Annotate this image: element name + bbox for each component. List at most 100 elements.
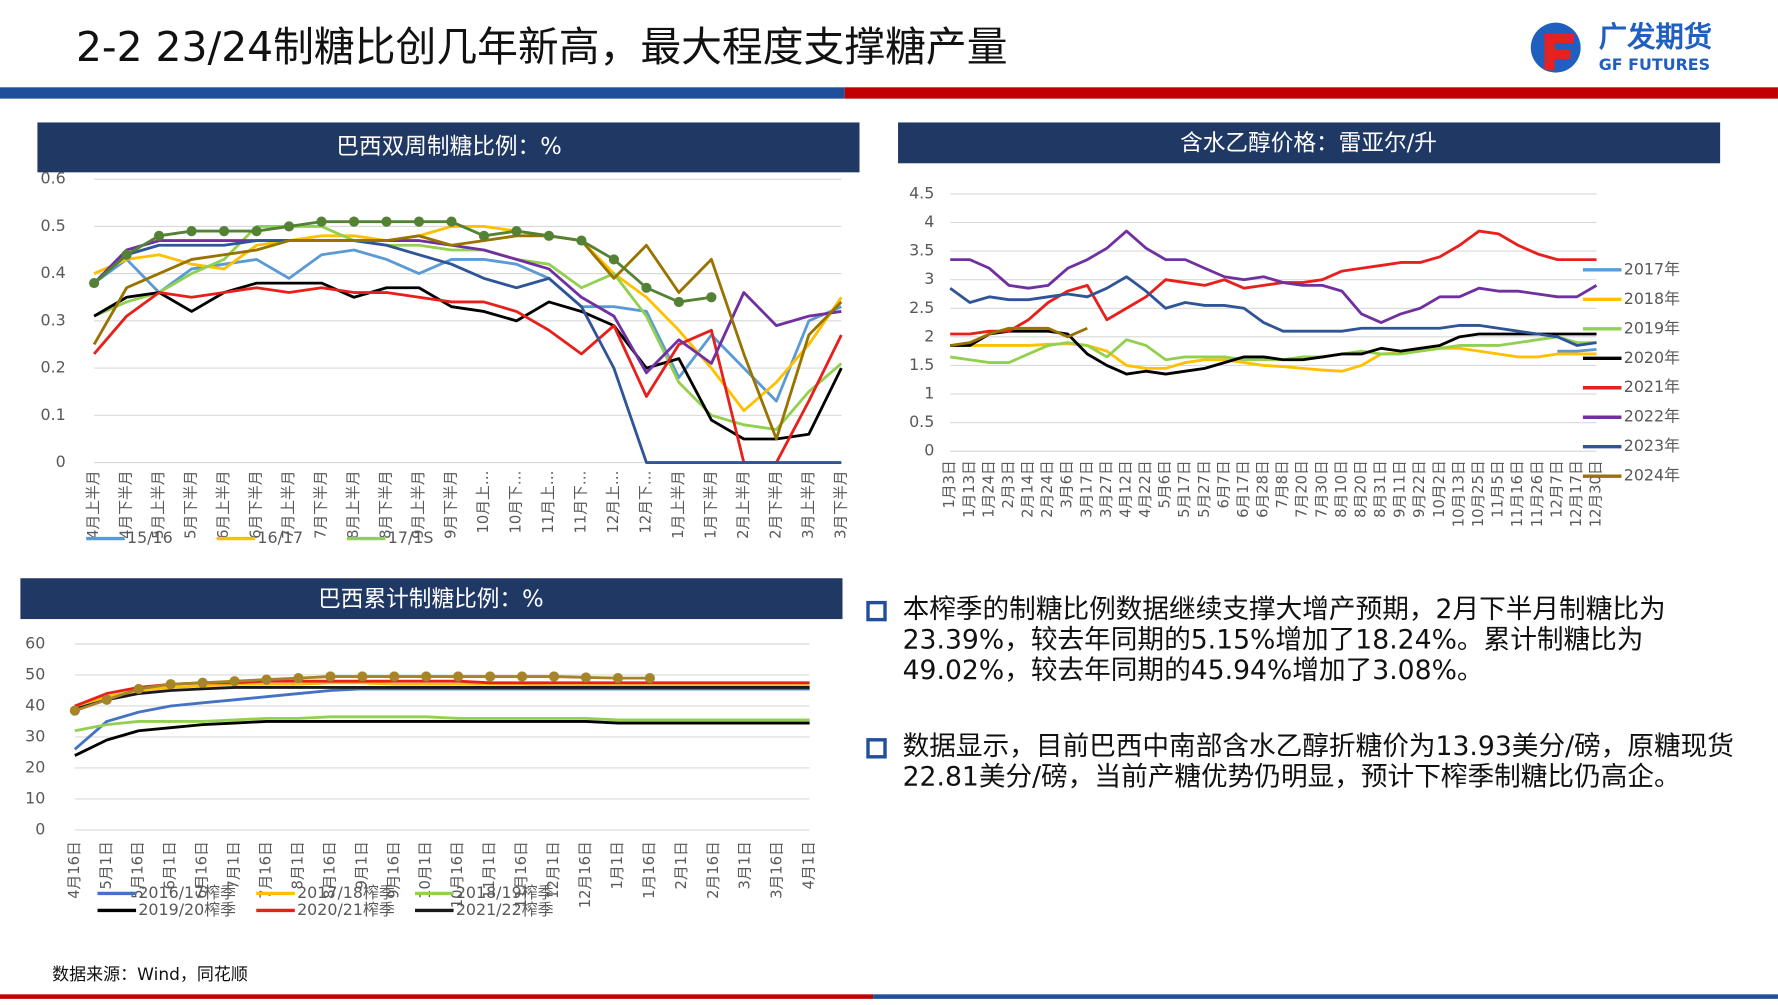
series-marker (197, 677, 208, 688)
series-line (950, 229, 1597, 336)
footer-band-blue (873, 994, 1778, 999)
series-marker (576, 235, 587, 246)
legend-label: 2023年 (1624, 436, 1680, 455)
series-marker (153, 230, 165, 241)
x-tick-label: 6月下半月 (248, 471, 265, 539)
series-marker (251, 226, 262, 237)
x-tick-label: 12月7日 (1548, 460, 1565, 518)
legend-label: 2022年 (1624, 407, 1680, 426)
x-tick-label: 7月20日 (1294, 460, 1311, 518)
x-tick-label: 4月1日 (801, 841, 818, 889)
series-marker (421, 671, 432, 682)
y-tick-label: 1.5 (909, 355, 934, 374)
legend-label: 2021/22榨季 (456, 900, 554, 919)
logo-mark (1544, 34, 1574, 71)
y-tick-label: 50 (25, 664, 45, 683)
x-tick-label: 5月6日 (1157, 460, 1174, 508)
series-marker (644, 672, 655, 684)
series-line (93, 239, 842, 375)
x-tick-label: 10月1日 (417, 841, 434, 899)
series-marker (413, 216, 425, 227)
y-tick-label: 0.3 (41, 310, 66, 329)
legend-label: 2016/17榨季 (138, 883, 236, 902)
x-tick-label: 2月上半月 (735, 471, 752, 539)
x-tick-label: 4月16日 (66, 841, 83, 899)
x-tick-label: 10月13日 (1450, 460, 1467, 527)
legend-label: 2018年 (1624, 289, 1680, 308)
y-tick-label: 4 (924, 212, 934, 231)
series-marker (389, 671, 400, 682)
y-tick-label: 0.5 (41, 216, 66, 235)
x-tick-label: 7月30日 (1313, 460, 1330, 518)
footer-band-red (0, 994, 874, 999)
legend-label: 2017/18榨季 (297, 883, 395, 902)
series-marker (229, 676, 240, 687)
bullet-text: 本榨季的制糖比例数据继续支撑大增产预期，2月下半月制糖比为23.39%，较去年同… (902, 592, 1666, 686)
series-marker (381, 216, 392, 227)
y-tick-label: 0 (924, 441, 934, 460)
series-marker (133, 683, 144, 695)
x-tick-label: 10月16日 (449, 841, 466, 908)
series-marker (608, 254, 620, 265)
x-tick-label: 5月1日 (98, 841, 115, 889)
logo-english: GF FUTURES (1599, 55, 1710, 74)
x-tick-label: 9月1日 (353, 841, 370, 889)
series-line (93, 220, 712, 304)
bullet-icon (866, 600, 887, 622)
y-tick-label: 0 (35, 819, 45, 838)
x-tick-label: 10月25日 (1470, 460, 1487, 527)
x-tick-label: 6月28日 (1255, 460, 1272, 518)
x-tick-label: 3月16日 (769, 841, 786, 899)
y-tick-label: 0.2 (41, 358, 66, 377)
x-tick-label: 11月下… (572, 471, 589, 534)
legend-label: 2019年 (1624, 318, 1680, 337)
x-tick-label: 7月16日 (258, 841, 275, 899)
x-tick-label: 7月上半月 (280, 471, 297, 539)
series-line (73, 687, 810, 751)
series-line (74, 715, 810, 733)
series-marker (706, 292, 717, 303)
y-tick-label: 30 (25, 726, 45, 745)
x-tick-label: 4月上半月 (85, 471, 102, 539)
y-tick-label: 0.5 (909, 412, 934, 431)
x-tick-label: 3月6日 (1059, 460, 1076, 508)
x-tick-label: 1月下半月 (702, 471, 719, 539)
series-marker (673, 296, 685, 308)
x-tick-label: 2月14日 (1020, 460, 1037, 518)
legend-label: 2017年 (1624, 259, 1680, 278)
series-marker (121, 249, 132, 260)
x-tick-label: 2月1日 (673, 841, 690, 889)
x-tick-label: 1月13日 (961, 460, 978, 518)
y-tick-label: 60 (25, 633, 45, 652)
x-tick-label: 11月16日 (1509, 460, 1526, 527)
x-tick-label: 8月16日 (321, 841, 338, 899)
x-tick-label: 11月1日 (481, 841, 498, 899)
x-tick-label: 3月27日 (1098, 460, 1115, 518)
x-tick-label: 6月上半月 (215, 471, 232, 539)
x-tick-label: 3月下半月 (832, 471, 849, 539)
x-tick-label: 10月2日 (1431, 460, 1448, 518)
series-marker (548, 671, 560, 682)
x-tick-label: 5月17日 (1176, 460, 1193, 518)
series-marker (316, 216, 327, 227)
series-line (93, 281, 843, 441)
x-tick-label: 5月27日 (1196, 460, 1213, 518)
y-tick-label: 20 (25, 757, 45, 776)
x-tick-label: 7月1日 (226, 841, 243, 889)
bullet: 本榨季的制糖比例数据继续支撑大增产预期，2月下半月制糖比为23.39%，较去年同… (864, 594, 1746, 686)
x-tick-label: 11月16日 (513, 841, 530, 908)
x-tick-label: 4月12日 (1117, 460, 1134, 518)
x-tick-label: 9月下半月 (442, 471, 459, 539)
x-tick-label: 6月7日 (1215, 460, 1232, 508)
y-tick-label: 2 (924, 326, 934, 345)
series-marker (453, 671, 464, 682)
y-tick-label: 10 (25, 788, 45, 807)
x-tick-label: 8月31日 (1372, 460, 1389, 518)
x-tick-label: 8月20日 (1353, 460, 1370, 518)
bullet: 数据显示，目前巴西中南部含水乙醇折糖价为13.93美分/磅，原糖现货22.81美… (864, 731, 1746, 792)
series-marker (446, 216, 457, 227)
y-tick-label: 0.4 (41, 263, 66, 282)
logo: 广发期货 GF FUTURES (1530, 21, 1712, 74)
